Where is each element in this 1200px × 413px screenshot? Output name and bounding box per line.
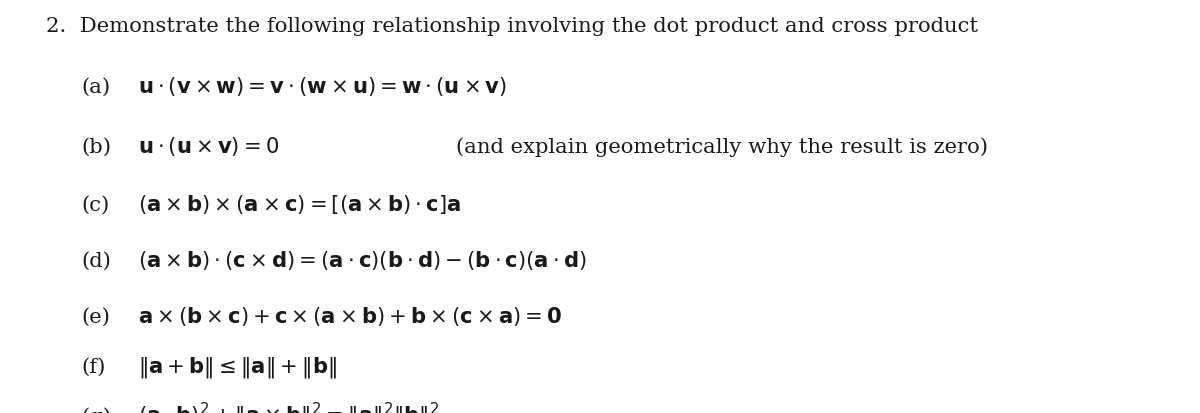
Text: $(\mathbf{a} \times \mathbf{b}) \cdot (\mathbf{c} \times \mathbf{d}) = (\mathbf{: $(\mathbf{a} \times \mathbf{b}) \cdot (\… xyxy=(138,249,587,271)
Text: (d): (d) xyxy=(82,252,112,271)
Text: $\mathbf{u} \cdot (\mathbf{v} \times \mathbf{w}) = \mathbf{v} \cdot (\mathbf{w} : $\mathbf{u} \cdot (\mathbf{v} \times \ma… xyxy=(138,75,508,98)
Text: (and explain geometrically why the result is zero): (and explain geometrically why the resul… xyxy=(456,137,988,157)
Text: (b): (b) xyxy=(82,138,112,157)
Text: $\mathbf{a} \times (\mathbf{b} \times \mathbf{c}) + \mathbf{c} \times (\mathbf{a: $\mathbf{a} \times (\mathbf{b} \times \m… xyxy=(138,304,563,327)
Text: (a): (a) xyxy=(82,78,110,97)
Text: $(\mathbf{a} \cdot \mathbf{b})^2 + \|\mathbf{a} \times \mathbf{b}\|^2 = \|\mathb: $(\mathbf{a} \cdot \mathbf{b})^2 + \|\ma… xyxy=(138,400,446,413)
Text: $\|\mathbf{a} + \mathbf{b}\| \leq \|\mathbf{a}\| + \|\mathbf{b}\|$: $\|\mathbf{a} + \mathbf{b}\| \leq \|\mat… xyxy=(138,354,337,379)
Text: $(\mathbf{a} \times \mathbf{b}) \times (\mathbf{a} \times \mathbf{c}) = [(\mathb: $(\mathbf{a} \times \mathbf{b}) \times (… xyxy=(138,193,461,216)
Text: 2.  Demonstrate the following relationship involving the dot product and cross p: 2. Demonstrate the following relationshi… xyxy=(46,17,978,36)
Text: (c): (c) xyxy=(82,196,110,215)
Text: (g): (g) xyxy=(82,406,112,413)
Text: $\mathbf{u} \cdot (\mathbf{u} \times \mathbf{v}) = 0$: $\mathbf{u} \cdot (\mathbf{u} \times \ma… xyxy=(138,135,280,158)
Text: (f): (f) xyxy=(82,357,106,376)
Text: (e): (e) xyxy=(82,307,110,326)
